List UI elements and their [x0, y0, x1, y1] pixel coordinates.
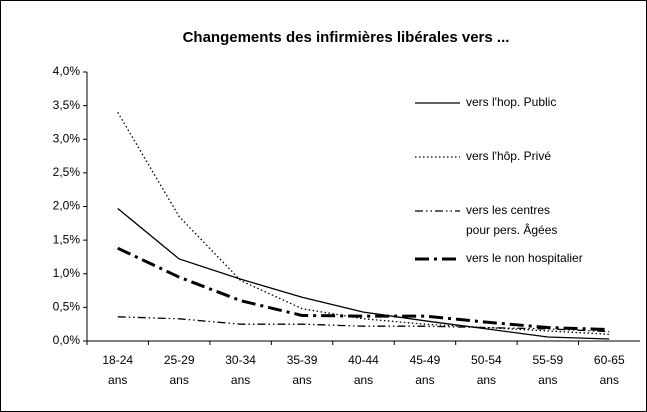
x-tick-label: 18-24 ans — [102, 353, 133, 387]
legend-label: vers l'hop. Public — [466, 95, 556, 109]
y-tick-label: 2,5% — [53, 165, 81, 179]
y-tick-label: 1,5% — [53, 232, 81, 246]
legend-label: vers le non hospitalier — [466, 251, 583, 265]
x-tick-label: 35-39 ans — [287, 353, 318, 387]
x-tick-label: 25-29 ans — [164, 353, 195, 387]
x-tick-label: 45-49 ans — [410, 353, 441, 387]
y-tick-label: 3,5% — [53, 98, 81, 112]
legend-label: vers les centres pour pers. Âgées — [466, 203, 557, 237]
x-tick-label: 40-44 ans — [348, 353, 379, 387]
y-tick-label: 0,5% — [53, 300, 81, 314]
x-tick-label: 30-34 ans — [225, 353, 256, 387]
series-line — [117, 208, 610, 340]
series-line — [117, 316, 610, 333]
x-tick-label: 50-54 ans — [471, 353, 502, 387]
y-tick-label: 2,0% — [53, 199, 81, 213]
legend-label: vers l'hôp. Privé — [466, 149, 551, 163]
series-line — [117, 246, 610, 332]
x-tick-label: 55-59 ans — [532, 353, 563, 387]
y-tick-label: 3,0% — [53, 131, 81, 145]
y-tick-label: 0,0% — [53, 333, 81, 347]
y-tick-label: 4,0% — [53, 64, 81, 78]
x-tick-label: 60-65 ans — [594, 353, 625, 387]
chart-title: Changements des infirmières libérales ve… — [183, 29, 510, 46]
y-tick-label: 1,0% — [53, 266, 81, 280]
